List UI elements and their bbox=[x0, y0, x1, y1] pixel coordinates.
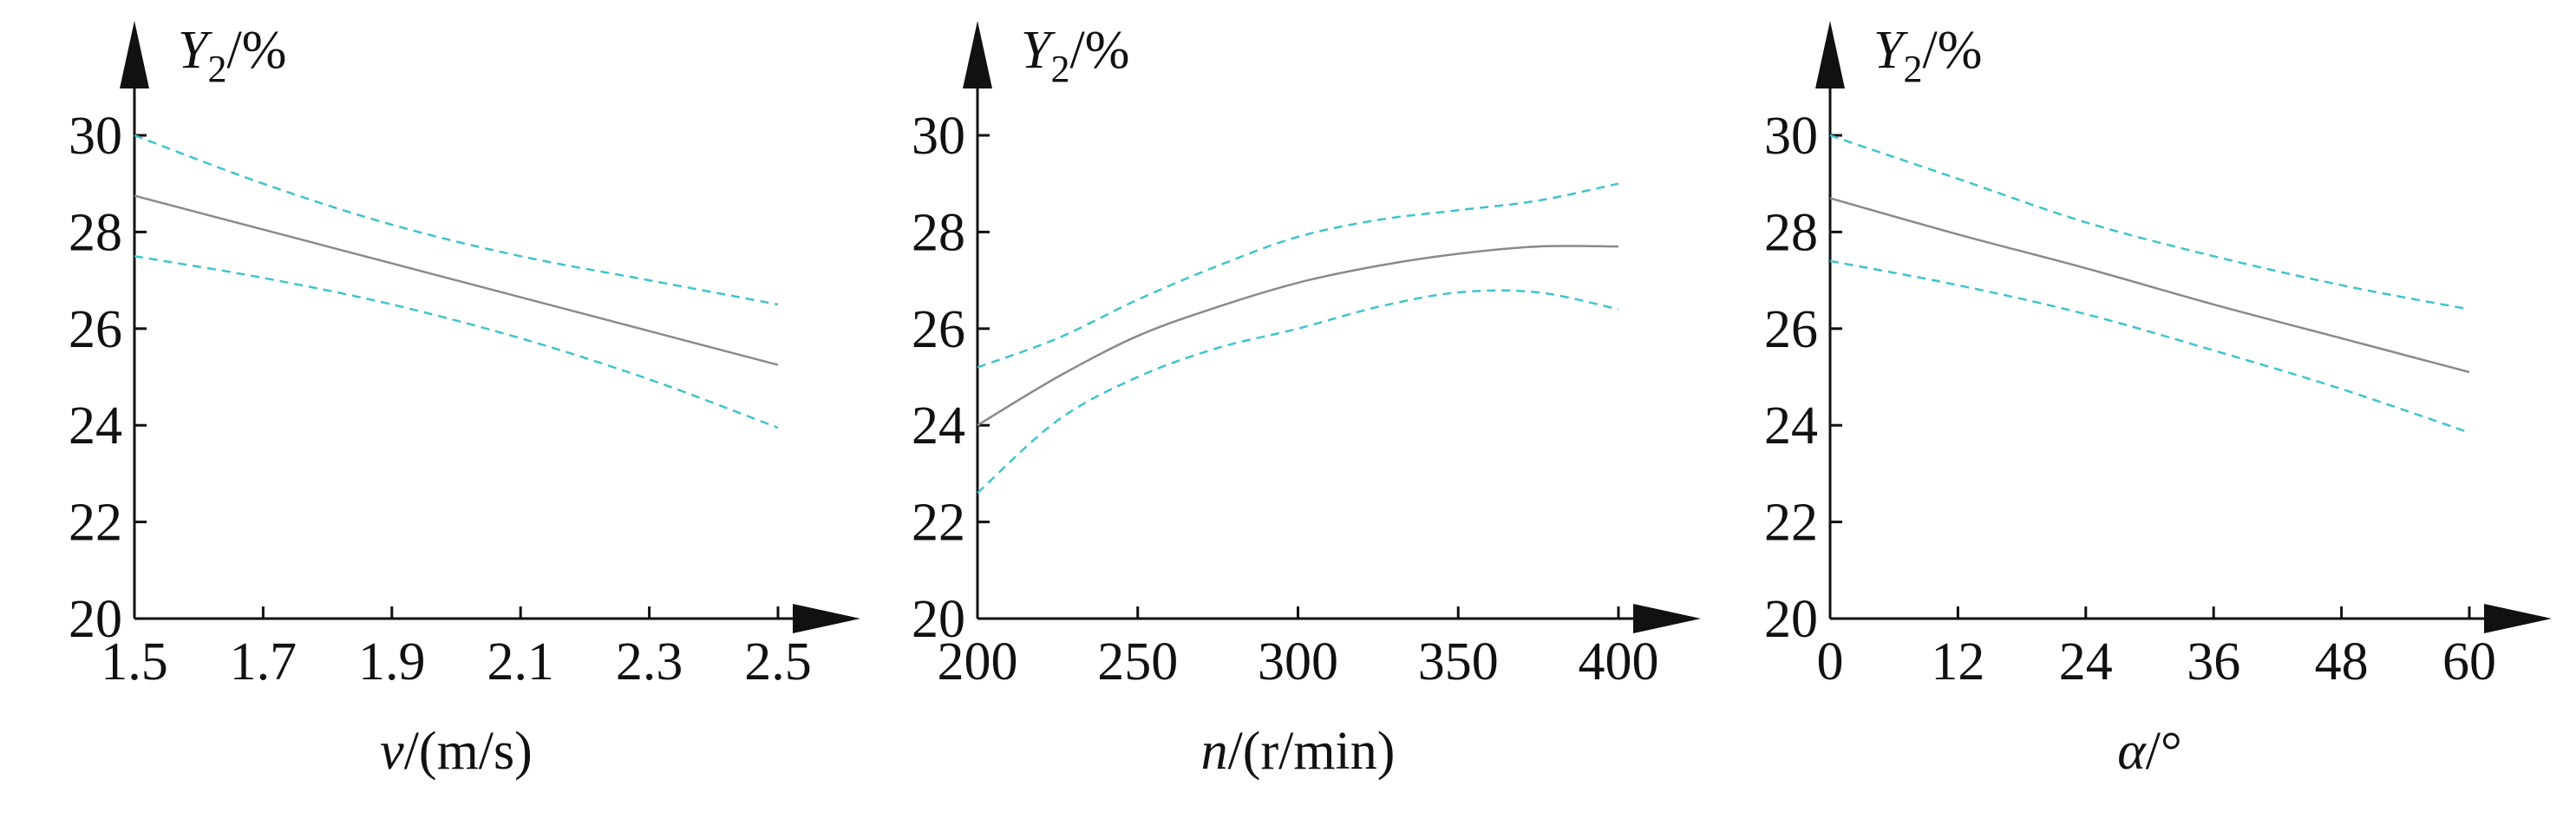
y-tick-label: 30 bbox=[69, 107, 122, 166]
y-tick-label: 26 bbox=[912, 300, 965, 359]
series-line-upper bbox=[1829, 134, 2470, 311]
chart-panel-3: 20 22 24 26 28 30 0 12 24 36 48 60 Y2/% α/° bbox=[1764, 21, 2552, 781]
x-axis-title-unit: /° bbox=[2146, 722, 2182, 781]
series-line-upper bbox=[977, 182, 1619, 369]
y-axis-title-var: Y bbox=[1873, 21, 1908, 80]
x-tick-label: 200 bbox=[938, 632, 1018, 691]
x-tick-label: 2.5 bbox=[744, 632, 812, 691]
y-tick-label: 20 bbox=[1764, 590, 1818, 649]
y-axis-title-var: Y bbox=[178, 21, 212, 80]
x-axis-title-var: n bbox=[1201, 722, 1228, 781]
y-axis-title-sub: 2 bbox=[1050, 48, 1069, 90]
x-tick-label: 400 bbox=[1579, 632, 1659, 691]
x-axis-title-var: v bbox=[380, 722, 404, 781]
chart-panel-1: 20 22 24 26 28 30 1.5 1.7 1.9 2.1 2.3 2.5 Y2/% v/(m/s… bbox=[69, 21, 860, 781]
x-axis-title-unit: /(m/s) bbox=[404, 722, 533, 781]
x-tick-label: 24 bbox=[2059, 632, 2113, 691]
x-tick-label: 1.9 bbox=[358, 632, 426, 691]
y-axis-arrow-icon bbox=[1815, 21, 1845, 88]
x-tick-label: 0 bbox=[1817, 632, 1844, 691]
y-axis-title: Y2/% bbox=[178, 21, 286, 90]
y-tick-label: 24 bbox=[1764, 396, 1818, 455]
y-tick-label: 26 bbox=[1764, 300, 1818, 359]
x-axis-title: n/(r/min) bbox=[1201, 722, 1396, 781]
x-axis-arrow-icon bbox=[793, 604, 860, 633]
y-tick-label: 28 bbox=[912, 203, 965, 262]
x-tick-label: 48 bbox=[2315, 632, 2369, 691]
y-tick-label: 22 bbox=[69, 494, 122, 553]
x-axis-title-var: α bbox=[2117, 722, 2147, 781]
y-axis-title-unit: /% bbox=[1922, 21, 1982, 80]
y-tick-label: 20 bbox=[69, 590, 122, 649]
y-axis-title-var: Y bbox=[1021, 21, 1056, 80]
y-tick-label: 20 bbox=[912, 590, 965, 649]
x-tick-label: 2.1 bbox=[487, 632, 554, 691]
y-tick-label: 24 bbox=[912, 396, 965, 455]
series-line-mean bbox=[977, 245, 1619, 427]
series-line-lower bbox=[1829, 259, 2470, 434]
x-tick-label: 1.7 bbox=[230, 632, 297, 691]
series-line-lower bbox=[977, 289, 1619, 495]
series-line-lower bbox=[134, 255, 779, 429]
series-line-mean bbox=[1829, 197, 2470, 374]
x-tick-label: 250 bbox=[1097, 632, 1178, 691]
y-tick-label: 28 bbox=[1764, 203, 1818, 262]
y-axis-title-sub: 2 bbox=[1903, 48, 1922, 90]
x-axis-title-unit: /(r/min) bbox=[1228, 722, 1396, 781]
y-axis-arrow-icon bbox=[120, 21, 149, 88]
y-tick-label: 22 bbox=[1764, 494, 1818, 553]
y-tick-label: 22 bbox=[912, 494, 965, 553]
x-axis-arrow-icon bbox=[1633, 604, 1701, 633]
series-line-mean bbox=[134, 194, 779, 366]
x-tick-label: 300 bbox=[1258, 632, 1338, 691]
chart-panel-2: 20 22 24 26 28 30 200 250 300 350 400 Y2/% n/(r/min) bbox=[912, 21, 1701, 781]
x-tick-label: 36 bbox=[2187, 632, 2240, 691]
y-tick-label: 26 bbox=[69, 300, 122, 359]
y-axis-arrow-icon bbox=[963, 21, 992, 88]
y-axis-title-unit: /% bbox=[1069, 21, 1129, 80]
x-axis-arrow-icon bbox=[2484, 604, 2552, 633]
x-axis-title: α/° bbox=[2117, 722, 2182, 781]
y-axis-title-unit: /% bbox=[226, 21, 286, 80]
y-tick-label: 30 bbox=[1764, 107, 1818, 166]
x-tick-label: 2.3 bbox=[616, 632, 683, 691]
x-tick-label: 12 bbox=[1931, 632, 1984, 691]
series-line-upper bbox=[134, 134, 779, 306]
x-tick-label: 60 bbox=[2442, 632, 2496, 691]
x-axis-title: v/(m/s) bbox=[380, 722, 533, 781]
y-axis-title: Y2/% bbox=[1021, 21, 1129, 90]
y-axis-title: Y2/% bbox=[1873, 21, 1982, 90]
x-tick-label: 350 bbox=[1418, 632, 1499, 691]
y-axis-title-sub: 2 bbox=[207, 48, 226, 90]
x-tick-label: 1.5 bbox=[101, 632, 168, 691]
y-tick-label: 24 bbox=[69, 396, 122, 455]
y-tick-label: 28 bbox=[69, 203, 122, 262]
y-tick-label: 30 bbox=[912, 107, 965, 166]
